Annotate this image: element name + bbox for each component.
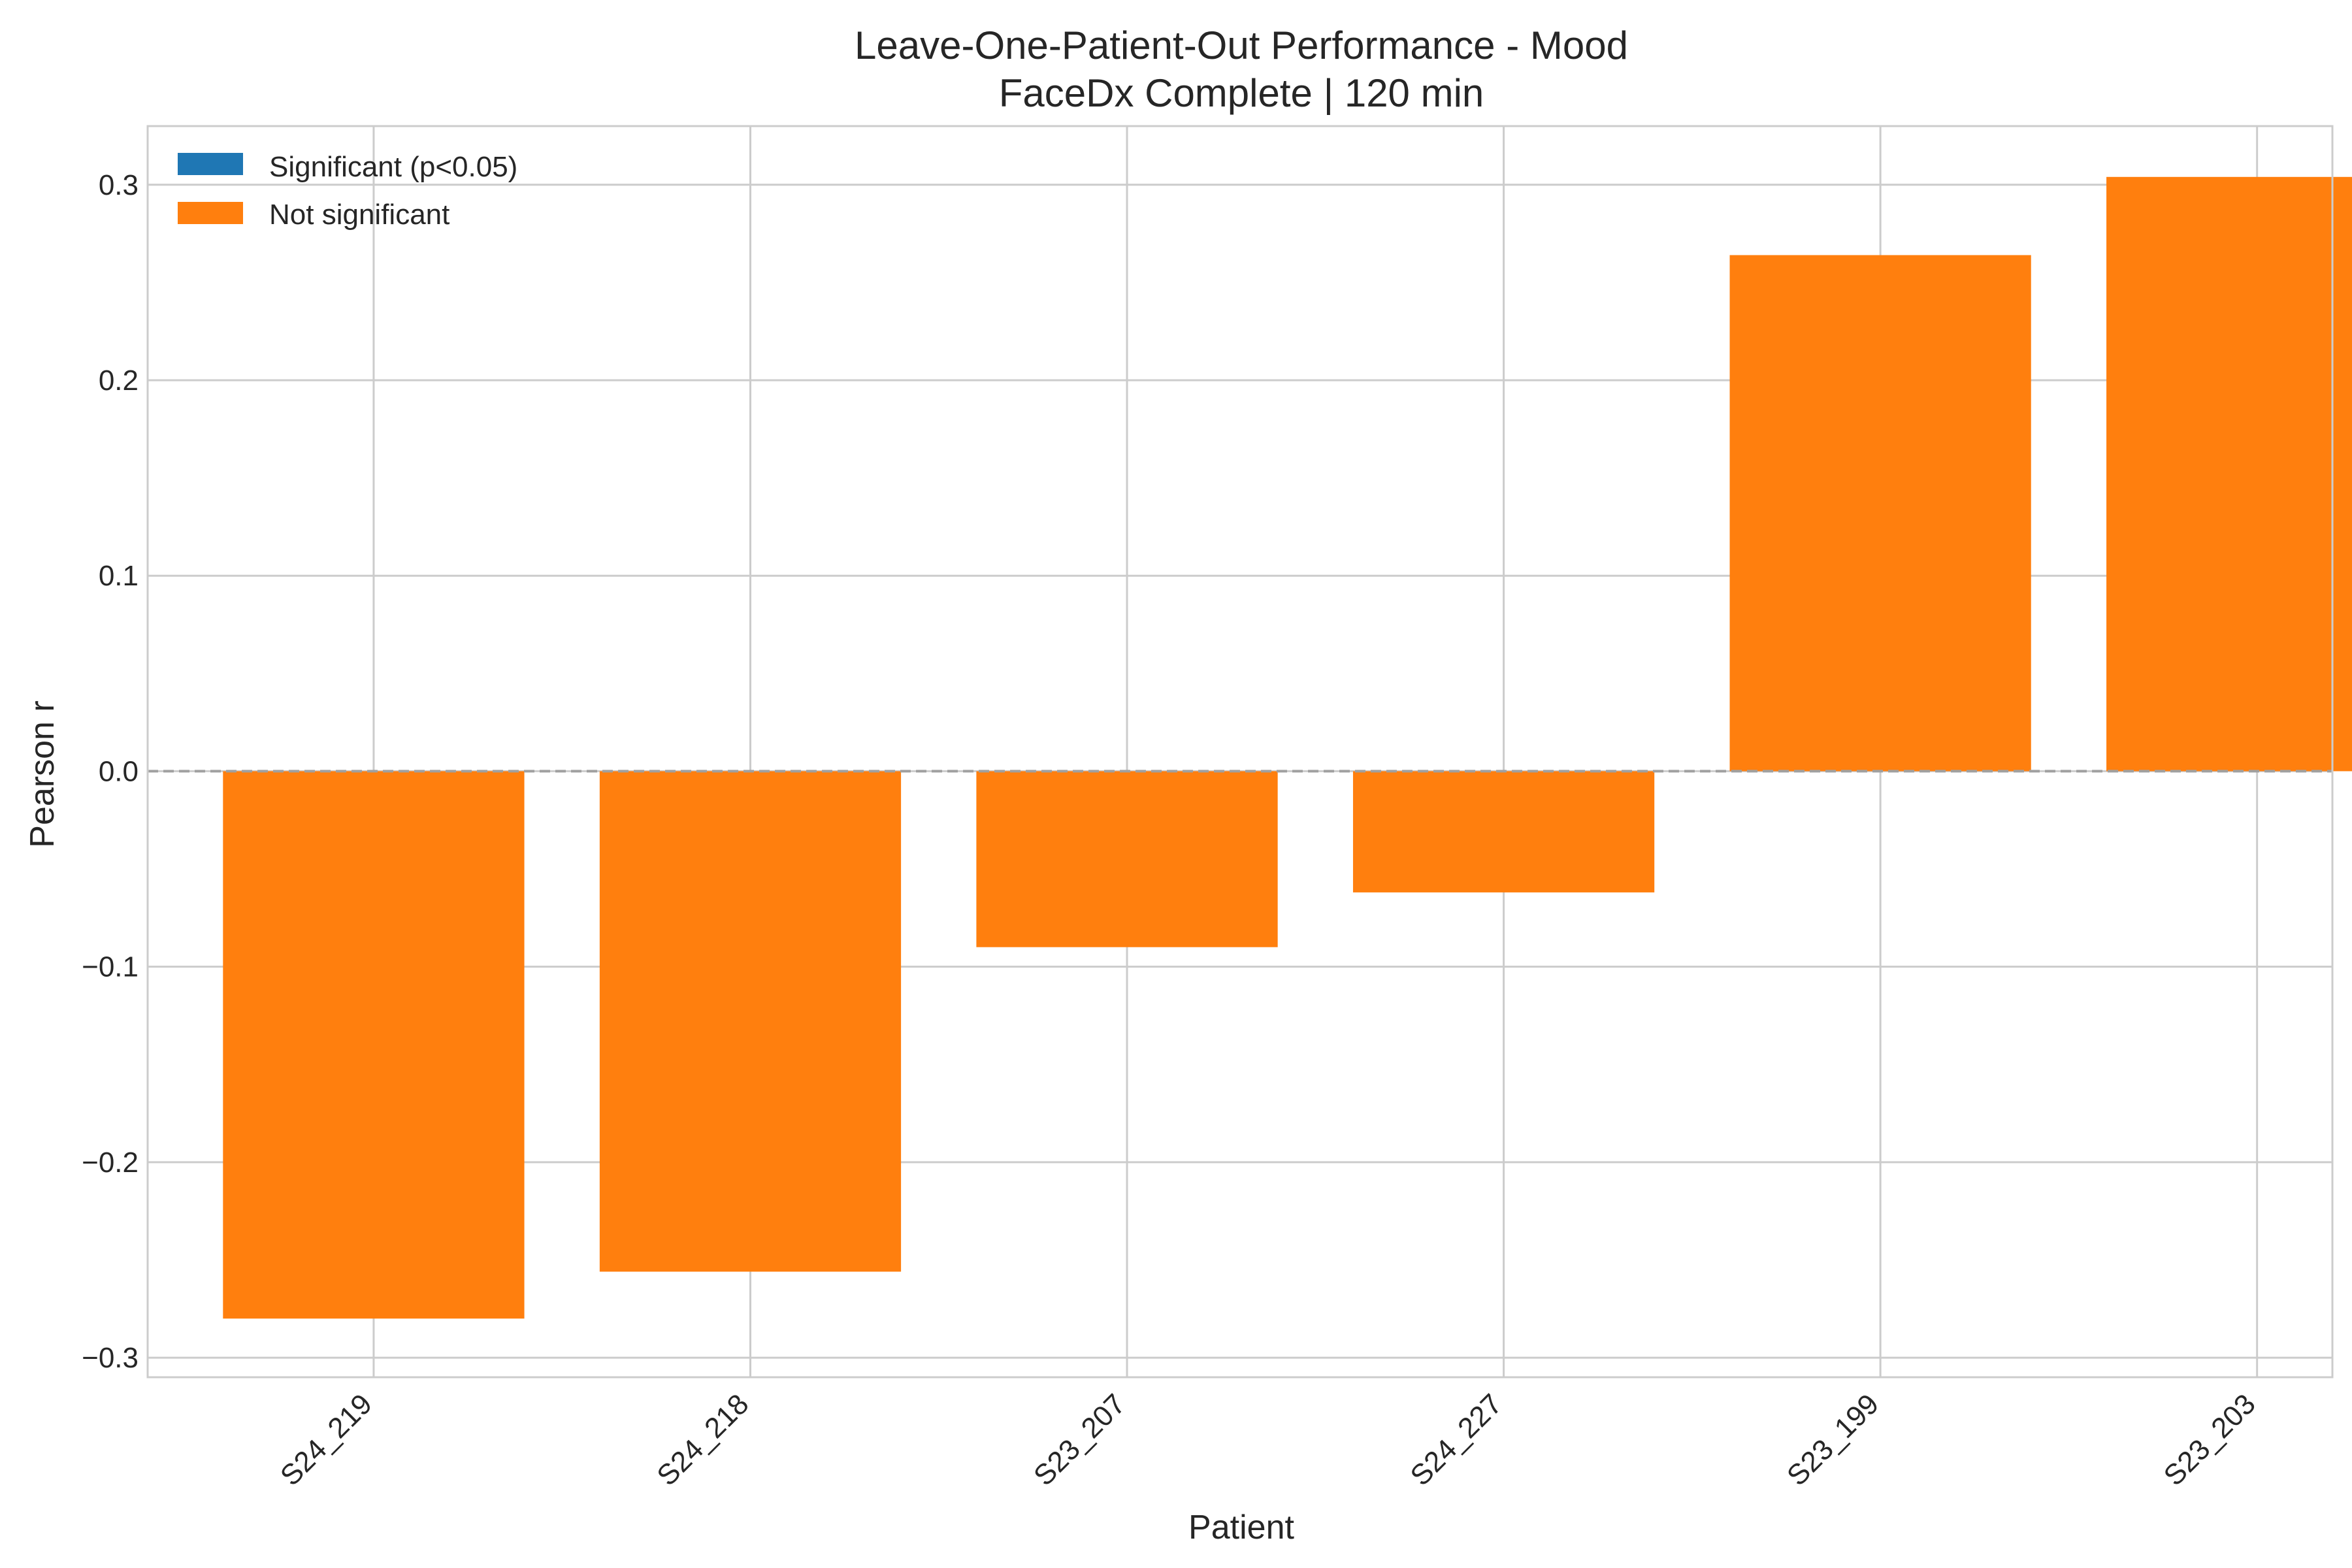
x-axis-label: Patient (1188, 1509, 1294, 1546)
y-tick-label: 0.0 (99, 755, 139, 787)
y-tick-label: −0.3 (82, 1342, 139, 1374)
x-tick-label: S23_203 (2158, 1388, 2262, 1492)
legend-swatch-significant (178, 153, 243, 175)
y-tick-label: −0.1 (82, 951, 139, 983)
bar-s23-203 (2106, 176, 2352, 772)
y-tick-label: 0.2 (99, 365, 139, 397)
x-tick-label: S23_207 (1028, 1388, 1132, 1492)
bar-s23-207 (976, 771, 1278, 947)
x-tick-label: S24_219 (274, 1388, 378, 1492)
bar-s24-218 (599, 771, 902, 1272)
y-axis-label: Pearson r (24, 700, 61, 847)
chart-title: Leave-One-Patient-Out Performance - Mood (855, 24, 1628, 67)
x-tick-label: S24_227 (1404, 1388, 1508, 1492)
legend-label-significant: Significant (p<0.05) (269, 151, 517, 183)
x-axis-ticks: S24_219 S24_218 S23_207 S24_227 S23_199 S23_2… (274, 1388, 2262, 1492)
plot-frame (146, 125, 2334, 1379)
bars (223, 176, 2352, 1319)
bar-s24-219 (223, 771, 525, 1319)
chart-subtitle: FaceDx Complete | 120 min (999, 71, 1484, 115)
y-tick-label: 0.1 (99, 560, 139, 592)
bar-s24-227 (1352, 771, 1655, 892)
x-tick-label: S23_199 (1781, 1388, 1885, 1492)
bar-s23-199 (1729, 255, 2031, 772)
legend: Significant (p<0.05) Not significant (178, 151, 517, 231)
legend-swatch-not-significant (178, 202, 243, 224)
y-tick-label: 0.3 (99, 169, 139, 201)
x-tick-label: S24_218 (651, 1388, 755, 1492)
legend-label-not-significant: Not significant (269, 199, 449, 231)
y-axis-ticks: −0.3 −0.2 −0.1 0.0 0.1 0.2 0.3 (82, 169, 139, 1374)
y-tick-label: −0.2 (82, 1147, 139, 1179)
